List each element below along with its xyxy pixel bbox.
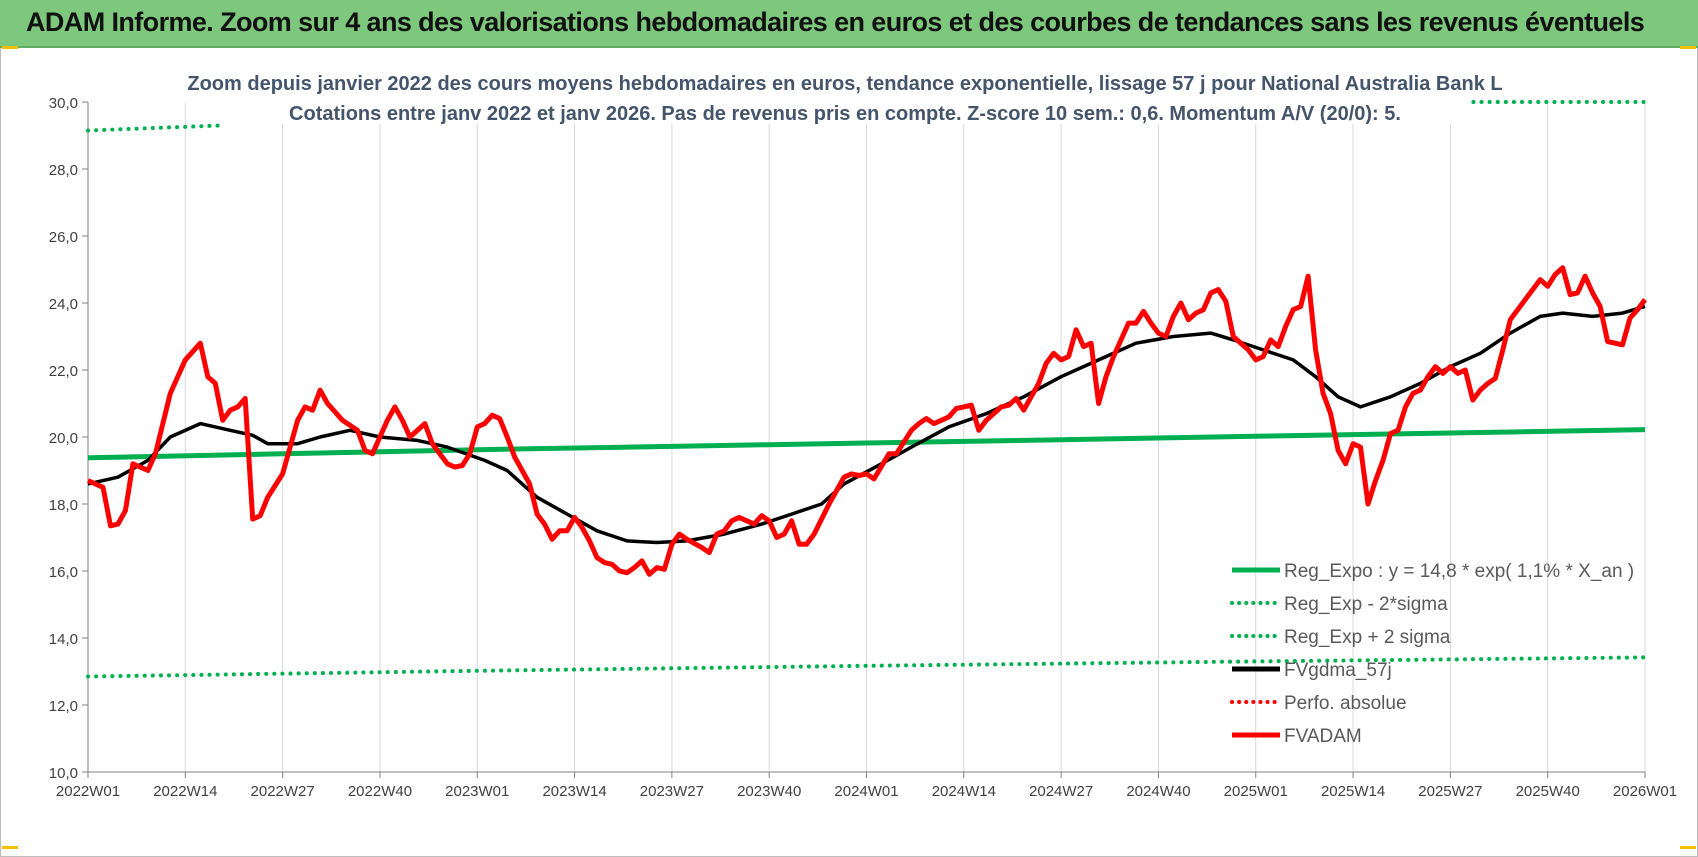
x-tick-label: 2023W27 xyxy=(640,783,704,800)
x-tick-label: 2024W14 xyxy=(932,783,996,800)
x-tick-label: 2024W40 xyxy=(1126,783,1190,800)
series-reg-exp-2-sigma-line xyxy=(86,123,225,133)
series-reg-expo-y-14-8-exp-1-1-x-an-line xyxy=(87,427,1646,461)
x-tick-label: 2022W01 xyxy=(56,783,120,800)
x-tick-label: 2025W27 xyxy=(1418,783,1482,800)
corner-mark xyxy=(2,46,18,49)
corner-mark xyxy=(1680,846,1696,849)
series-fvgdma-57j-line xyxy=(87,304,1646,545)
legend-label: Reg_Exp + 2 sigma xyxy=(1284,627,1451,648)
y-tick-label: 10,0 xyxy=(49,765,78,782)
chart-titles: Zoom depuis janvier 2022 des cours moyen… xyxy=(187,64,1503,125)
y-tick-label: 18,0 xyxy=(49,497,78,514)
x-tick-label: 2022W27 xyxy=(251,783,315,800)
series-group xyxy=(86,100,1648,679)
x-tick-label: 2023W40 xyxy=(737,783,801,800)
legend: Reg_Expo : y = 14,8 * exp( 1,1% * X_an )… xyxy=(1230,561,1634,747)
report-title: ADAM Informe. Zoom sur 4 ans des valoris… xyxy=(26,7,1645,37)
legend-label: FVADAM xyxy=(1284,726,1362,747)
title-background xyxy=(220,64,1470,124)
legend-label: Perfo. absolue xyxy=(1284,693,1407,714)
y-axis: 10,0 12,0 14,0 16,0 18,0 20,0 22,0 24,0 26,0 28,0… xyxy=(49,95,89,782)
y-tick-label: 28,0 xyxy=(49,162,78,179)
x-tick-label: 2023W14 xyxy=(542,783,606,800)
y-tick-label: 14,0 xyxy=(49,631,78,648)
y-tick-label: 22,0 xyxy=(49,363,78,380)
legend-label: Reg_Exp - 2*sigma xyxy=(1284,594,1448,615)
x-tick-label: 2025W40 xyxy=(1516,783,1580,800)
series-reg-exp-2-sigma-line xyxy=(86,655,1647,679)
line-chart: 10,0 12,0 14,0 16,0 18,0 20,0 22,0 24,0 26,0 28,0… xyxy=(49,64,1677,800)
corner-mark xyxy=(2,846,18,849)
x-tick-label: 2022W40 xyxy=(348,783,412,800)
legend-label: Reg_Expo : y = 14,8 * exp( 1,1% * X_an ) xyxy=(1284,561,1634,582)
x-tick-label: 2025W14 xyxy=(1321,783,1385,800)
chart-title: Zoom depuis janvier 2022 des cours moyen… xyxy=(187,73,1502,95)
header-banner: ADAM Informe. Zoom sur 4 ans des valoris… xyxy=(0,0,1698,48)
y-tick-label: 16,0 xyxy=(49,564,78,581)
series-fvadam-line xyxy=(86,265,1648,577)
x-tick-label: 2024W27 xyxy=(1029,783,1093,800)
x-axis: 2022W01 2022W14 2022W27 2022W40 2023W01 2023W… xyxy=(56,771,1677,800)
chart-subtitle: Cotations entre janv 2022 et janv 2026. … xyxy=(289,103,1401,125)
x-tick-label: 2024W01 xyxy=(834,783,898,800)
y-tick-label: 30,0 xyxy=(49,95,78,112)
x-tick-label: 2023W01 xyxy=(445,783,509,800)
y-tick-label: 20,0 xyxy=(49,430,78,447)
x-tick-label: 2025W01 xyxy=(1224,783,1288,800)
y-tick-label: 12,0 xyxy=(49,698,78,715)
y-tick-label: 26,0 xyxy=(49,229,78,246)
corner-mark xyxy=(1680,46,1696,49)
y-tick-label: 24,0 xyxy=(49,296,78,313)
x-tick-label: 2022W14 xyxy=(153,783,217,800)
x-tick-label: 2026W01 xyxy=(1613,783,1677,800)
legend-label: FVgdma_57j xyxy=(1284,660,1392,681)
